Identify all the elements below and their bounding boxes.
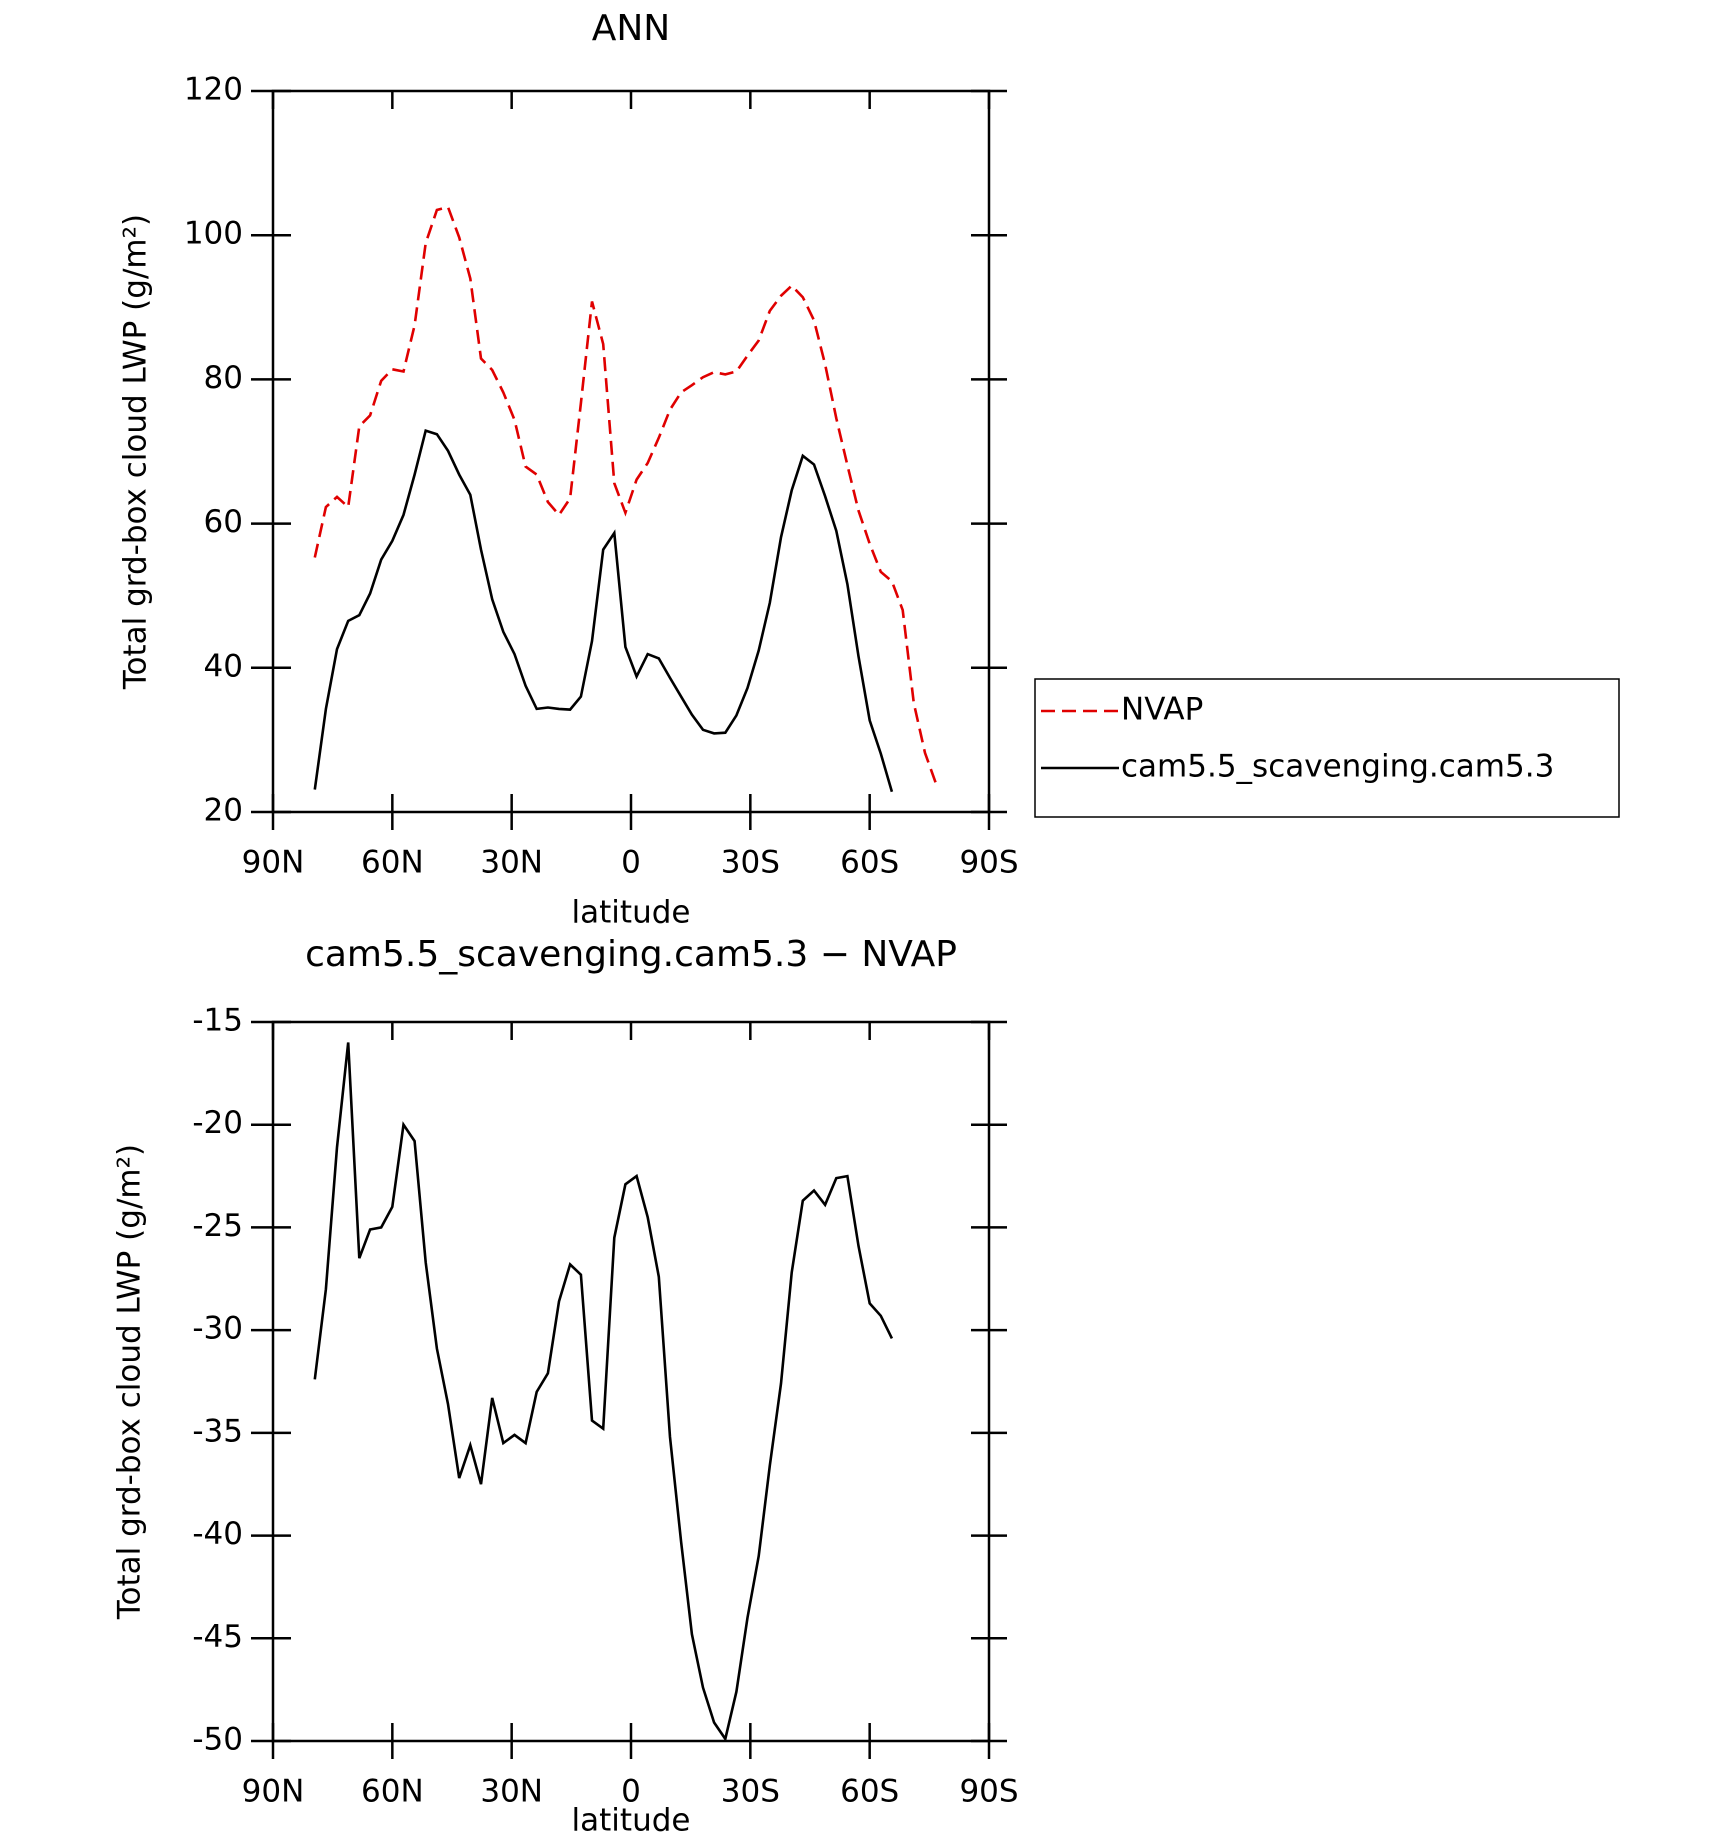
y-tick-label: 40 <box>204 648 243 684</box>
x-tick-label: 30N <box>480 1774 543 1810</box>
x-axis-label: latitude <box>572 895 691 931</box>
legend-label: NVAP <box>1121 692 1203 728</box>
x-tick-label: 0 <box>621 845 641 881</box>
line-series <box>313 205 938 785</box>
line-series <box>313 428 894 793</box>
y-tick-label: 20 <box>204 793 243 829</box>
x-tick-label: 30S <box>721 845 780 881</box>
x-tick-label: 60N <box>361 845 424 881</box>
x-tick-label: 90S <box>959 1774 1018 1810</box>
x-tick-label: 90S <box>959 845 1018 881</box>
y-tick-label: -15 <box>192 1003 243 1039</box>
plot-frame <box>271 89 991 814</box>
y-tick-label: -30 <box>192 1311 243 1347</box>
y-tick-label: -40 <box>192 1516 243 1552</box>
x-tick-label: 0 <box>621 1774 641 1810</box>
y-tick-label: -35 <box>192 1413 243 1449</box>
x-tick-label: 30N <box>480 845 543 881</box>
y-tick-label: 80 <box>204 360 243 396</box>
x-tick-label: 60S <box>840 1774 899 1810</box>
y-tick-label: -50 <box>192 1722 243 1758</box>
plot-frame <box>271 1020 991 1743</box>
y-tick-label: 100 <box>184 216 243 252</box>
x-tick-label: 30S <box>721 1774 780 1810</box>
x-tick-label: 90N <box>242 1774 305 1810</box>
y-tick-label: -25 <box>192 1208 243 1244</box>
y-tick-label: -20 <box>192 1105 243 1141</box>
chart-title: cam5.5_scavenging.cam5.3 − NVAP <box>305 934 957 975</box>
y-axis-label: Total grd-box cloud LWP (g/m²) <box>118 214 154 690</box>
line-series <box>313 1042 894 1743</box>
legend-box <box>1034 678 1620 818</box>
chart-title: ANN <box>592 8 671 49</box>
legend-label: cam5.5_scavenging.cam5.3 <box>1121 749 1554 785</box>
x-tick-label: 60S <box>840 845 899 881</box>
y-tick-label: -45 <box>192 1619 243 1655</box>
y-axis-label: Total grd-box cloud LWP (g/m²) <box>112 1144 148 1620</box>
x-tick-label: 60N <box>361 1774 424 1810</box>
x-axis-label: latitude <box>572 1803 691 1839</box>
x-tick-label: 90N <box>242 845 305 881</box>
y-tick-label: 120 <box>184 72 243 108</box>
y-tick-label: 60 <box>204 504 243 540</box>
